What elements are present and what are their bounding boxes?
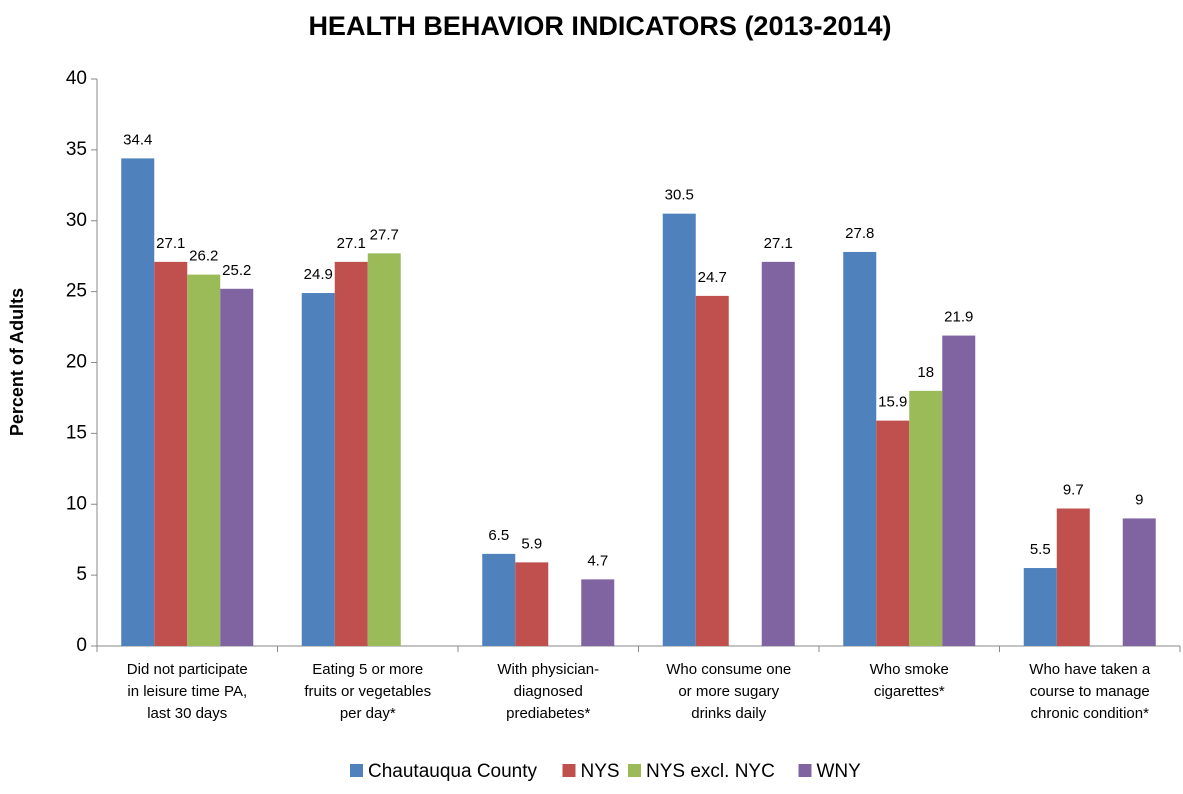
x-tick-label: course to manage — [1030, 683, 1150, 700]
x-tick-label: With physician- — [497, 661, 599, 678]
data-label: 25.2 — [222, 262, 251, 279]
legend-label: NYS — [581, 761, 620, 782]
legend-swatch — [562, 764, 576, 777]
x-tick-label: prediabetes* — [506, 705, 590, 722]
y-tick-label: 10 — [66, 493, 87, 514]
bar — [515, 562, 549, 646]
bar — [482, 553, 516, 646]
y-tick-label: 30 — [66, 210, 87, 231]
x-tick-label: last 30 days — [147, 705, 227, 722]
x-tick-label: fruits or vegetables — [304, 683, 431, 700]
bar — [695, 295, 729, 646]
x-tick-label: per day* — [340, 705, 396, 722]
legend-swatch — [628, 764, 641, 777]
y-tick-label: 40 — [66, 68, 87, 89]
x-tick-label: cigarettes* — [874, 683, 945, 700]
bar — [909, 390, 943, 646]
legend-label: WNY — [817, 761, 862, 782]
x-tick-label: Eating 5 or more — [312, 661, 423, 678]
bar — [1122, 518, 1156, 646]
bar — [187, 274, 221, 646]
legend-label: NYS excl. NYC — [646, 761, 775, 782]
bar — [301, 293, 335, 646]
bar — [154, 261, 188, 646]
bar — [942, 335, 976, 646]
bar — [367, 253, 401, 647]
data-label: 5.5 — [1030, 541, 1051, 558]
bar — [334, 261, 368, 646]
y-axis-label: Percent of Adults — [7, 288, 27, 436]
y-tick-label: 0 — [76, 635, 87, 656]
y-tick-label: 15 — [66, 422, 87, 443]
data-label: 27.1 — [764, 235, 793, 252]
x-tick-label: diagnosed — [514, 683, 583, 700]
x-tick-label: chronic condition* — [1031, 705, 1150, 722]
data-label: 27.7 — [370, 226, 399, 243]
y-tick-label: 5 — [76, 564, 87, 585]
y-tick-label: 25 — [66, 281, 87, 302]
data-label: 6.5 — [488, 527, 509, 544]
x-tick-label: Who have taken a — [1029, 661, 1151, 678]
data-label: 4.7 — [587, 552, 608, 569]
x-tick-label: Did not participate — [127, 661, 248, 678]
data-label: 21.9 — [944, 309, 973, 326]
legend-swatch — [350, 764, 363, 777]
bar — [843, 251, 877, 646]
bar — [581, 579, 615, 646]
data-label: 9.7 — [1063, 481, 1084, 498]
y-tick-label: 20 — [66, 352, 87, 373]
bar — [121, 158, 155, 646]
legend-swatch — [798, 764, 812, 777]
data-label: 30.5 — [665, 187, 694, 204]
bar — [1056, 508, 1090, 646]
data-label: 24.7 — [698, 269, 727, 286]
x-tick-label: drinks daily — [691, 705, 767, 722]
data-label: 27.1 — [156, 235, 185, 252]
data-label: 24.9 — [304, 266, 333, 283]
y-tick-label: 35 — [66, 139, 87, 160]
data-label: 27.1 — [337, 235, 366, 252]
data-label: 9 — [1135, 491, 1143, 508]
data-label: 27.8 — [845, 225, 874, 242]
x-tick-label: in leisure time PA, — [127, 683, 247, 700]
data-label: 15.9 — [878, 394, 907, 411]
bar — [220, 288, 254, 646]
data-label: 5.9 — [521, 535, 542, 552]
data-label: 18 — [917, 364, 934, 381]
data-label: 34.4 — [123, 131, 152, 148]
bar — [876, 420, 910, 646]
x-tick-label: or more sugary — [678, 683, 779, 700]
bar — [761, 261, 795, 646]
bar — [1023, 568, 1057, 646]
data-label: 26.2 — [189, 248, 218, 265]
chart-title: HEALTH BEHAVIOR INDICATORS (2013-2014) — [308, 11, 891, 41]
x-tick-label: Who consume one — [666, 661, 791, 678]
x-tick-label: Who smoke — [870, 661, 949, 678]
bar — [662, 213, 696, 646]
legend-label: Chautauqua County — [368, 761, 538, 782]
